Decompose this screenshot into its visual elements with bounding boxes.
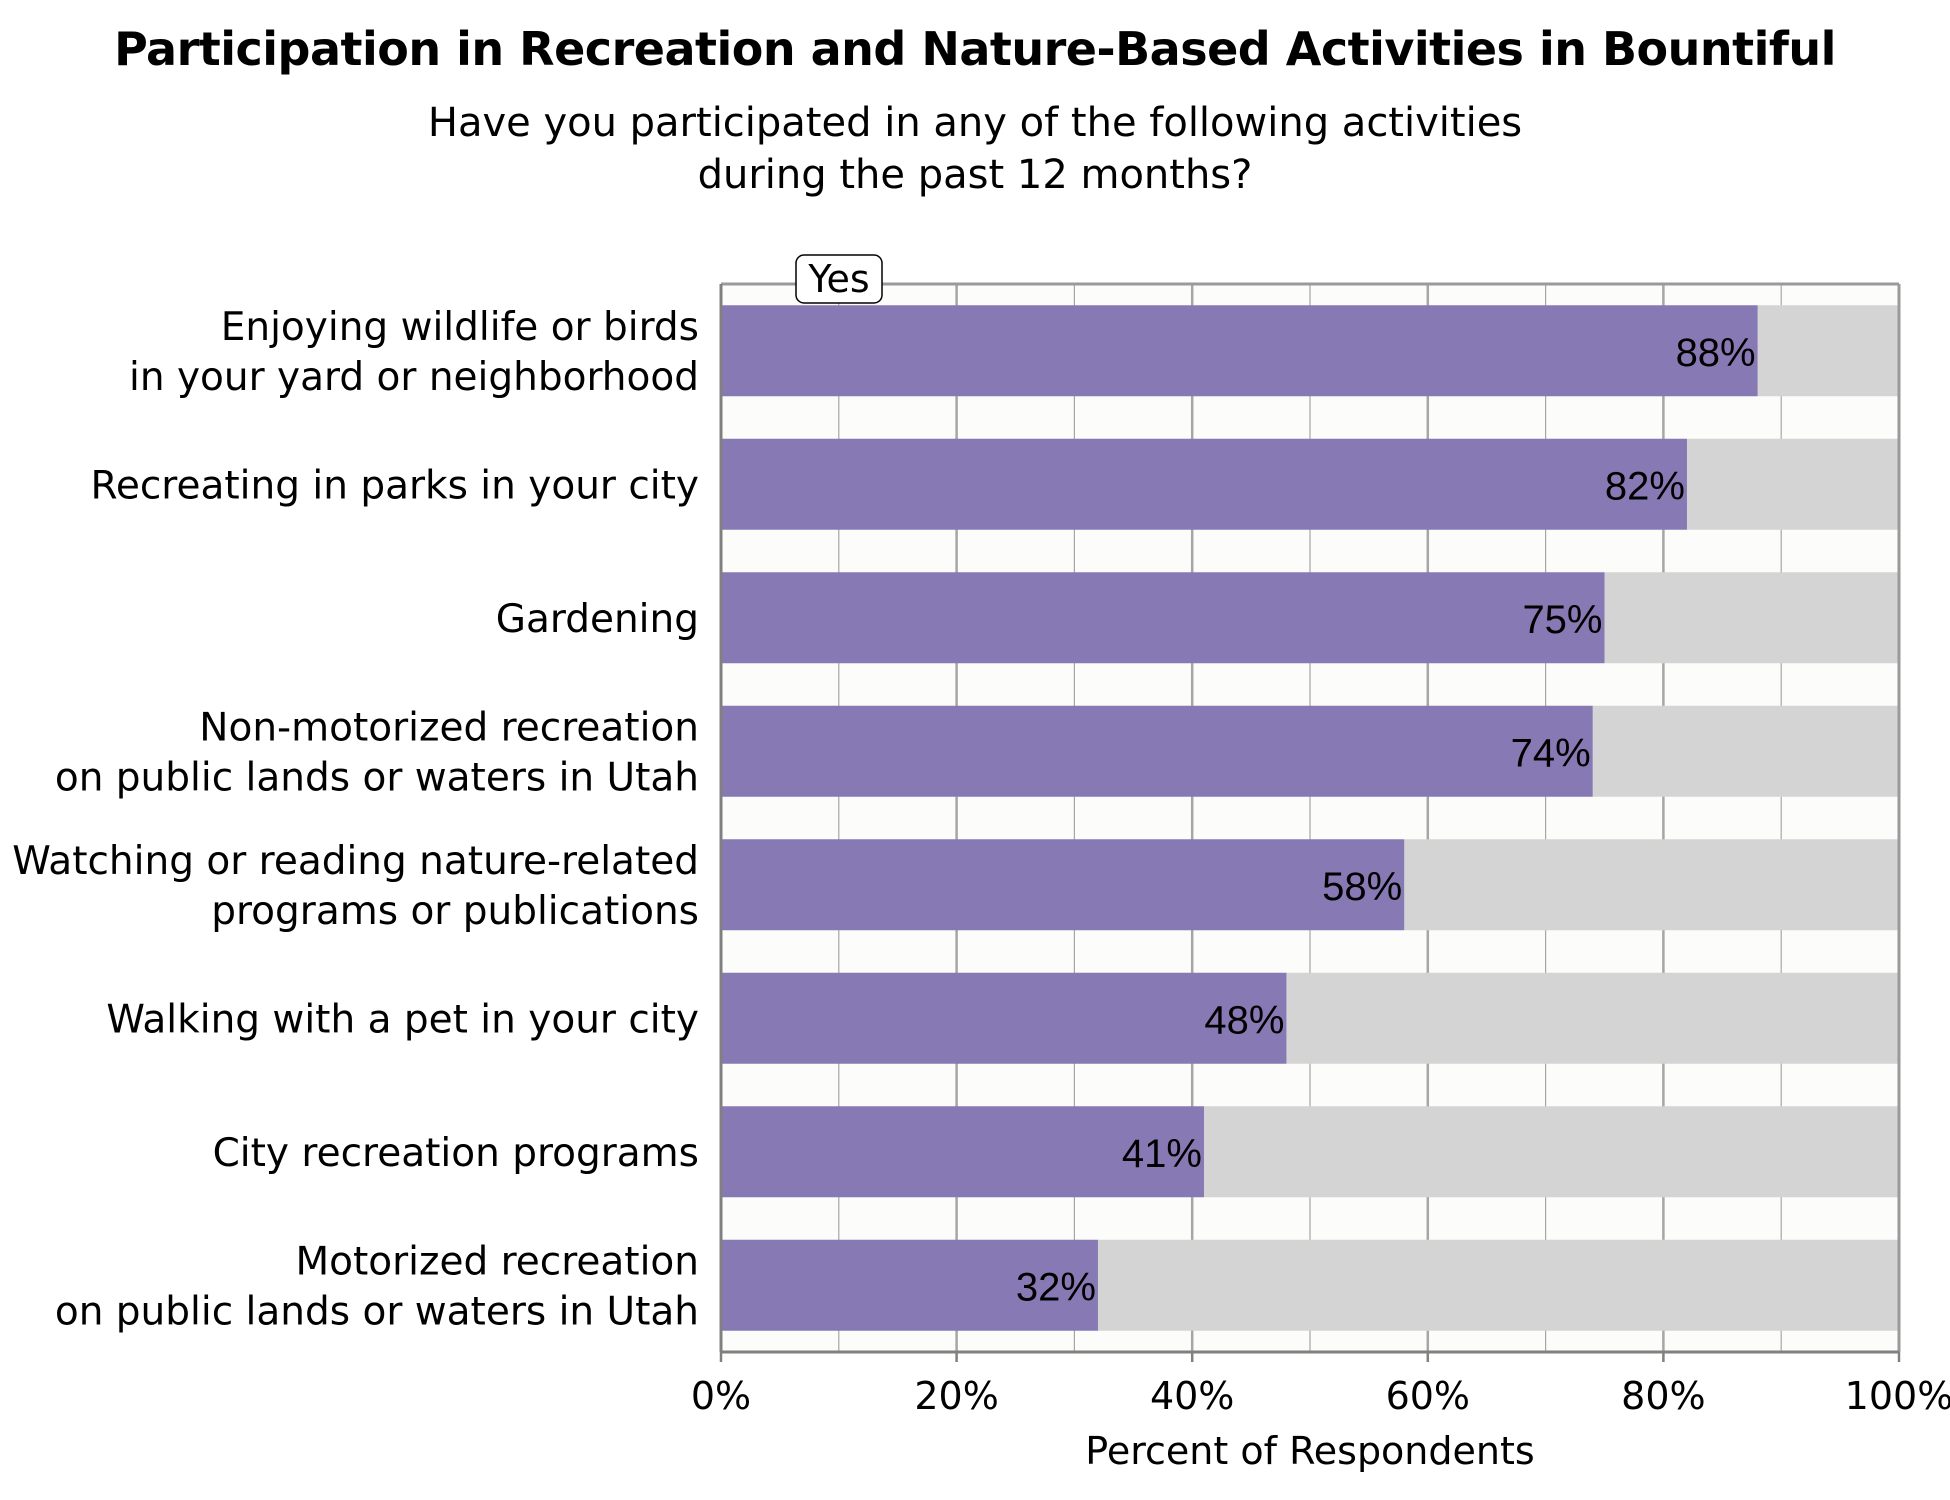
legend-box bbox=[795, 254, 883, 304]
x-axis-title: Percent of Respondents bbox=[1085, 1429, 1534, 1473]
x-tick-label: 100% bbox=[1845, 1374, 1950, 1418]
category-label: on public lands or waters in Utah bbox=[55, 1289, 699, 1334]
x-tick-label: 20% bbox=[914, 1374, 998, 1418]
remainder-bar bbox=[1592, 705, 1899, 797]
remainder-bar bbox=[1686, 438, 1899, 530]
value-label: 82% bbox=[1605, 464, 1685, 508]
remainder-bar bbox=[1203, 1106, 1899, 1198]
yes-bar bbox=[721, 1239, 1098, 1331]
yes-bar bbox=[721, 305, 1758, 397]
yes-bar bbox=[721, 839, 1405, 931]
x-tick-label: 60% bbox=[1386, 1374, 1470, 1418]
category-label: on public lands or waters in Utah bbox=[55, 755, 699, 800]
category-label: Motorized recreation bbox=[295, 1239, 699, 1284]
category-label: City recreation programs bbox=[213, 1131, 699, 1176]
yes-bar bbox=[721, 972, 1287, 1064]
value-label: 41% bbox=[1122, 1132, 1202, 1176]
yes-bar bbox=[721, 1106, 1204, 1198]
value-label: 75% bbox=[1522, 598, 1602, 642]
remainder-bar bbox=[1404, 839, 1899, 931]
category-label: Gardening bbox=[496, 597, 699, 642]
x-tick-label: 80% bbox=[1621, 1374, 1705, 1418]
category-label: Walking with a pet in your city bbox=[106, 997, 699, 1042]
category-label: Non-motorized recreation bbox=[199, 705, 699, 750]
value-label: 48% bbox=[1204, 998, 1284, 1042]
category-label: Watching or reading nature-related bbox=[12, 839, 699, 884]
yes-bar bbox=[721, 438, 1687, 530]
value-label: 58% bbox=[1322, 865, 1402, 909]
yes-bar bbox=[721, 572, 1605, 664]
x-tick-label: 40% bbox=[1150, 1374, 1234, 1418]
value-label: 32% bbox=[1016, 1265, 1096, 1309]
remainder-bar bbox=[1097, 1239, 1899, 1331]
remainder-bar bbox=[1757, 305, 1899, 397]
category-label: Recreating in parks in your city bbox=[91, 463, 699, 508]
x-tick-label: 0% bbox=[691, 1374, 751, 1418]
yes-bar bbox=[721, 705, 1593, 797]
chart-subtitle-line-2: during the past 12 months? bbox=[697, 152, 1253, 198]
remainder-bar bbox=[1604, 572, 1899, 664]
value-label: 88% bbox=[1676, 331, 1756, 375]
category-label: in your yard or neighborhood bbox=[129, 355, 699, 400]
chart-subtitle-line-1: Have you participated in any of the foll… bbox=[427, 100, 1523, 146]
value-label: 74% bbox=[1511, 731, 1591, 775]
chart-title: Participation in Recreation and Nature-B… bbox=[114, 22, 1836, 76]
category-label: programs or publications bbox=[211, 889, 699, 934]
remainder-bar bbox=[1286, 972, 1899, 1064]
legend-label: Yes bbox=[807, 257, 869, 301]
category-label: Enjoying wildlife or birds bbox=[221, 305, 699, 350]
